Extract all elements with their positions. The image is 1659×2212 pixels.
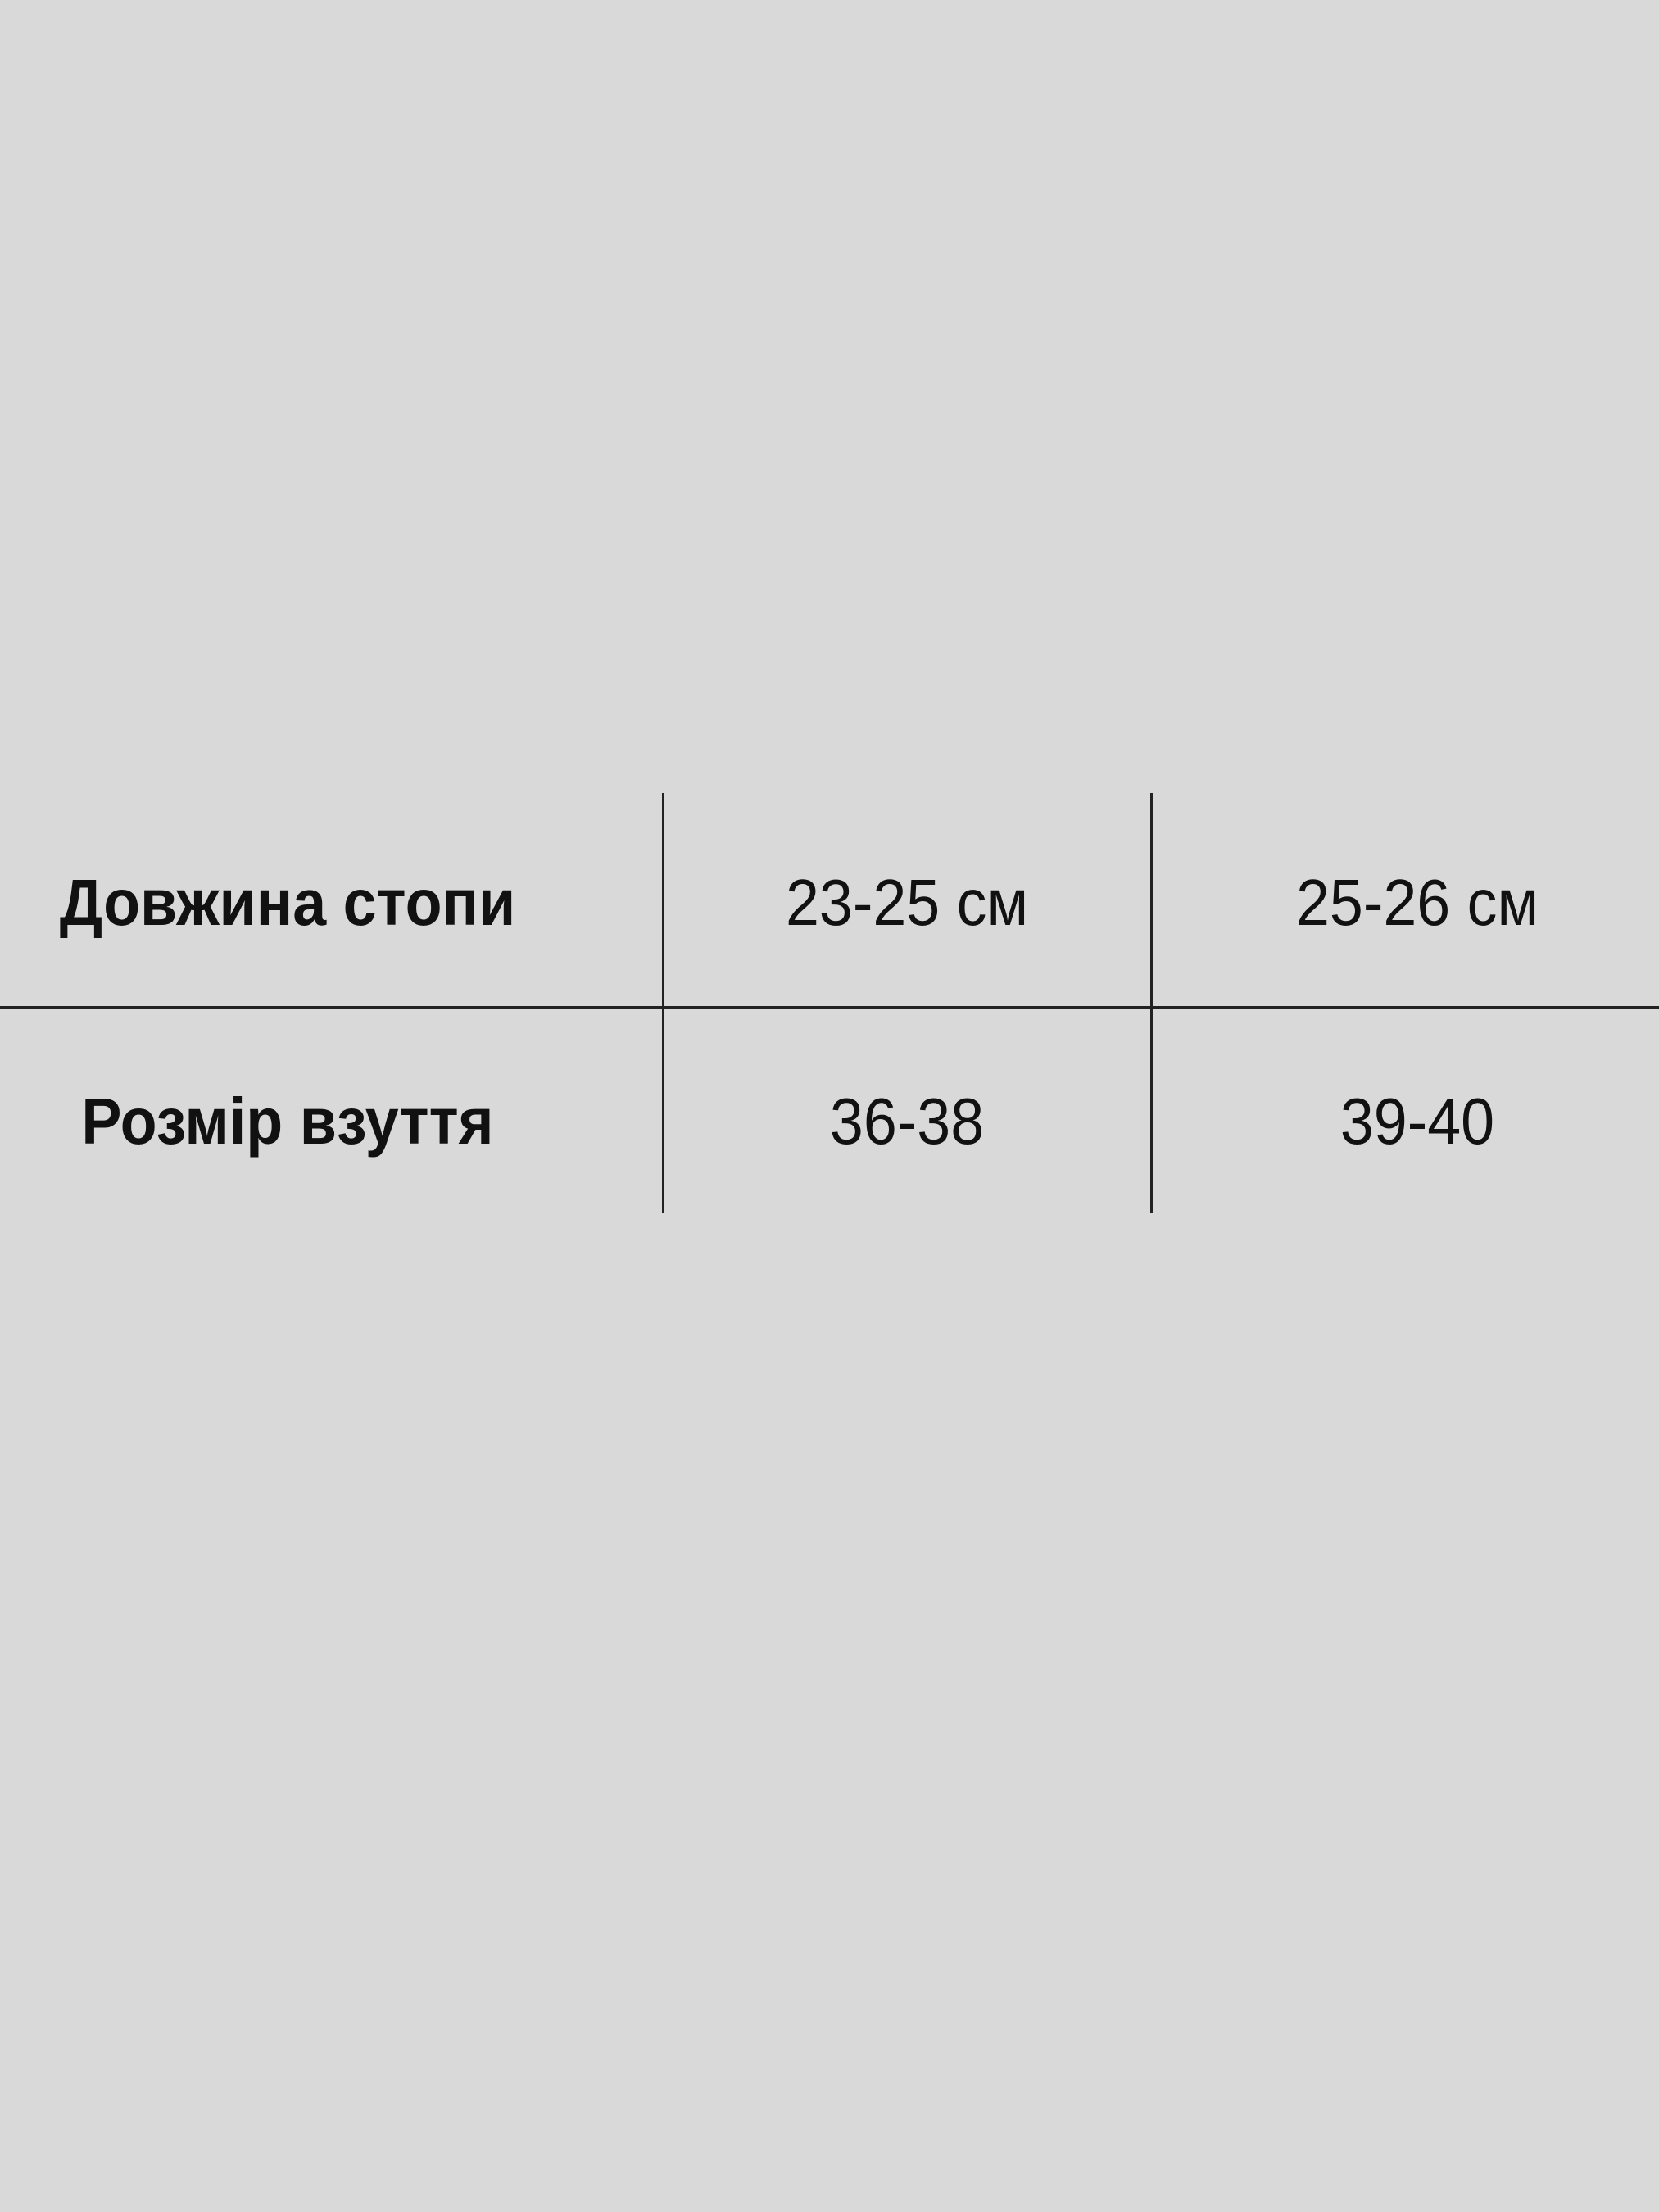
- column-divider: [1150, 793, 1153, 1213]
- foot-length-value: 25-26 см: [1295, 866, 1539, 939]
- shoe-size-value: 39-40: [1339, 1085, 1495, 1158]
- row-label-shoe-size: Розмір взуття: [81, 1085, 494, 1158]
- shoe-size-value: 36-38: [829, 1085, 985, 1158]
- foot-length-value: 23-25 см: [785, 866, 1029, 939]
- row-label-foot-length: Довжина стопи: [59, 866, 516, 939]
- row-divider: [0, 1006, 1659, 1009]
- column-divider: [662, 793, 664, 1213]
